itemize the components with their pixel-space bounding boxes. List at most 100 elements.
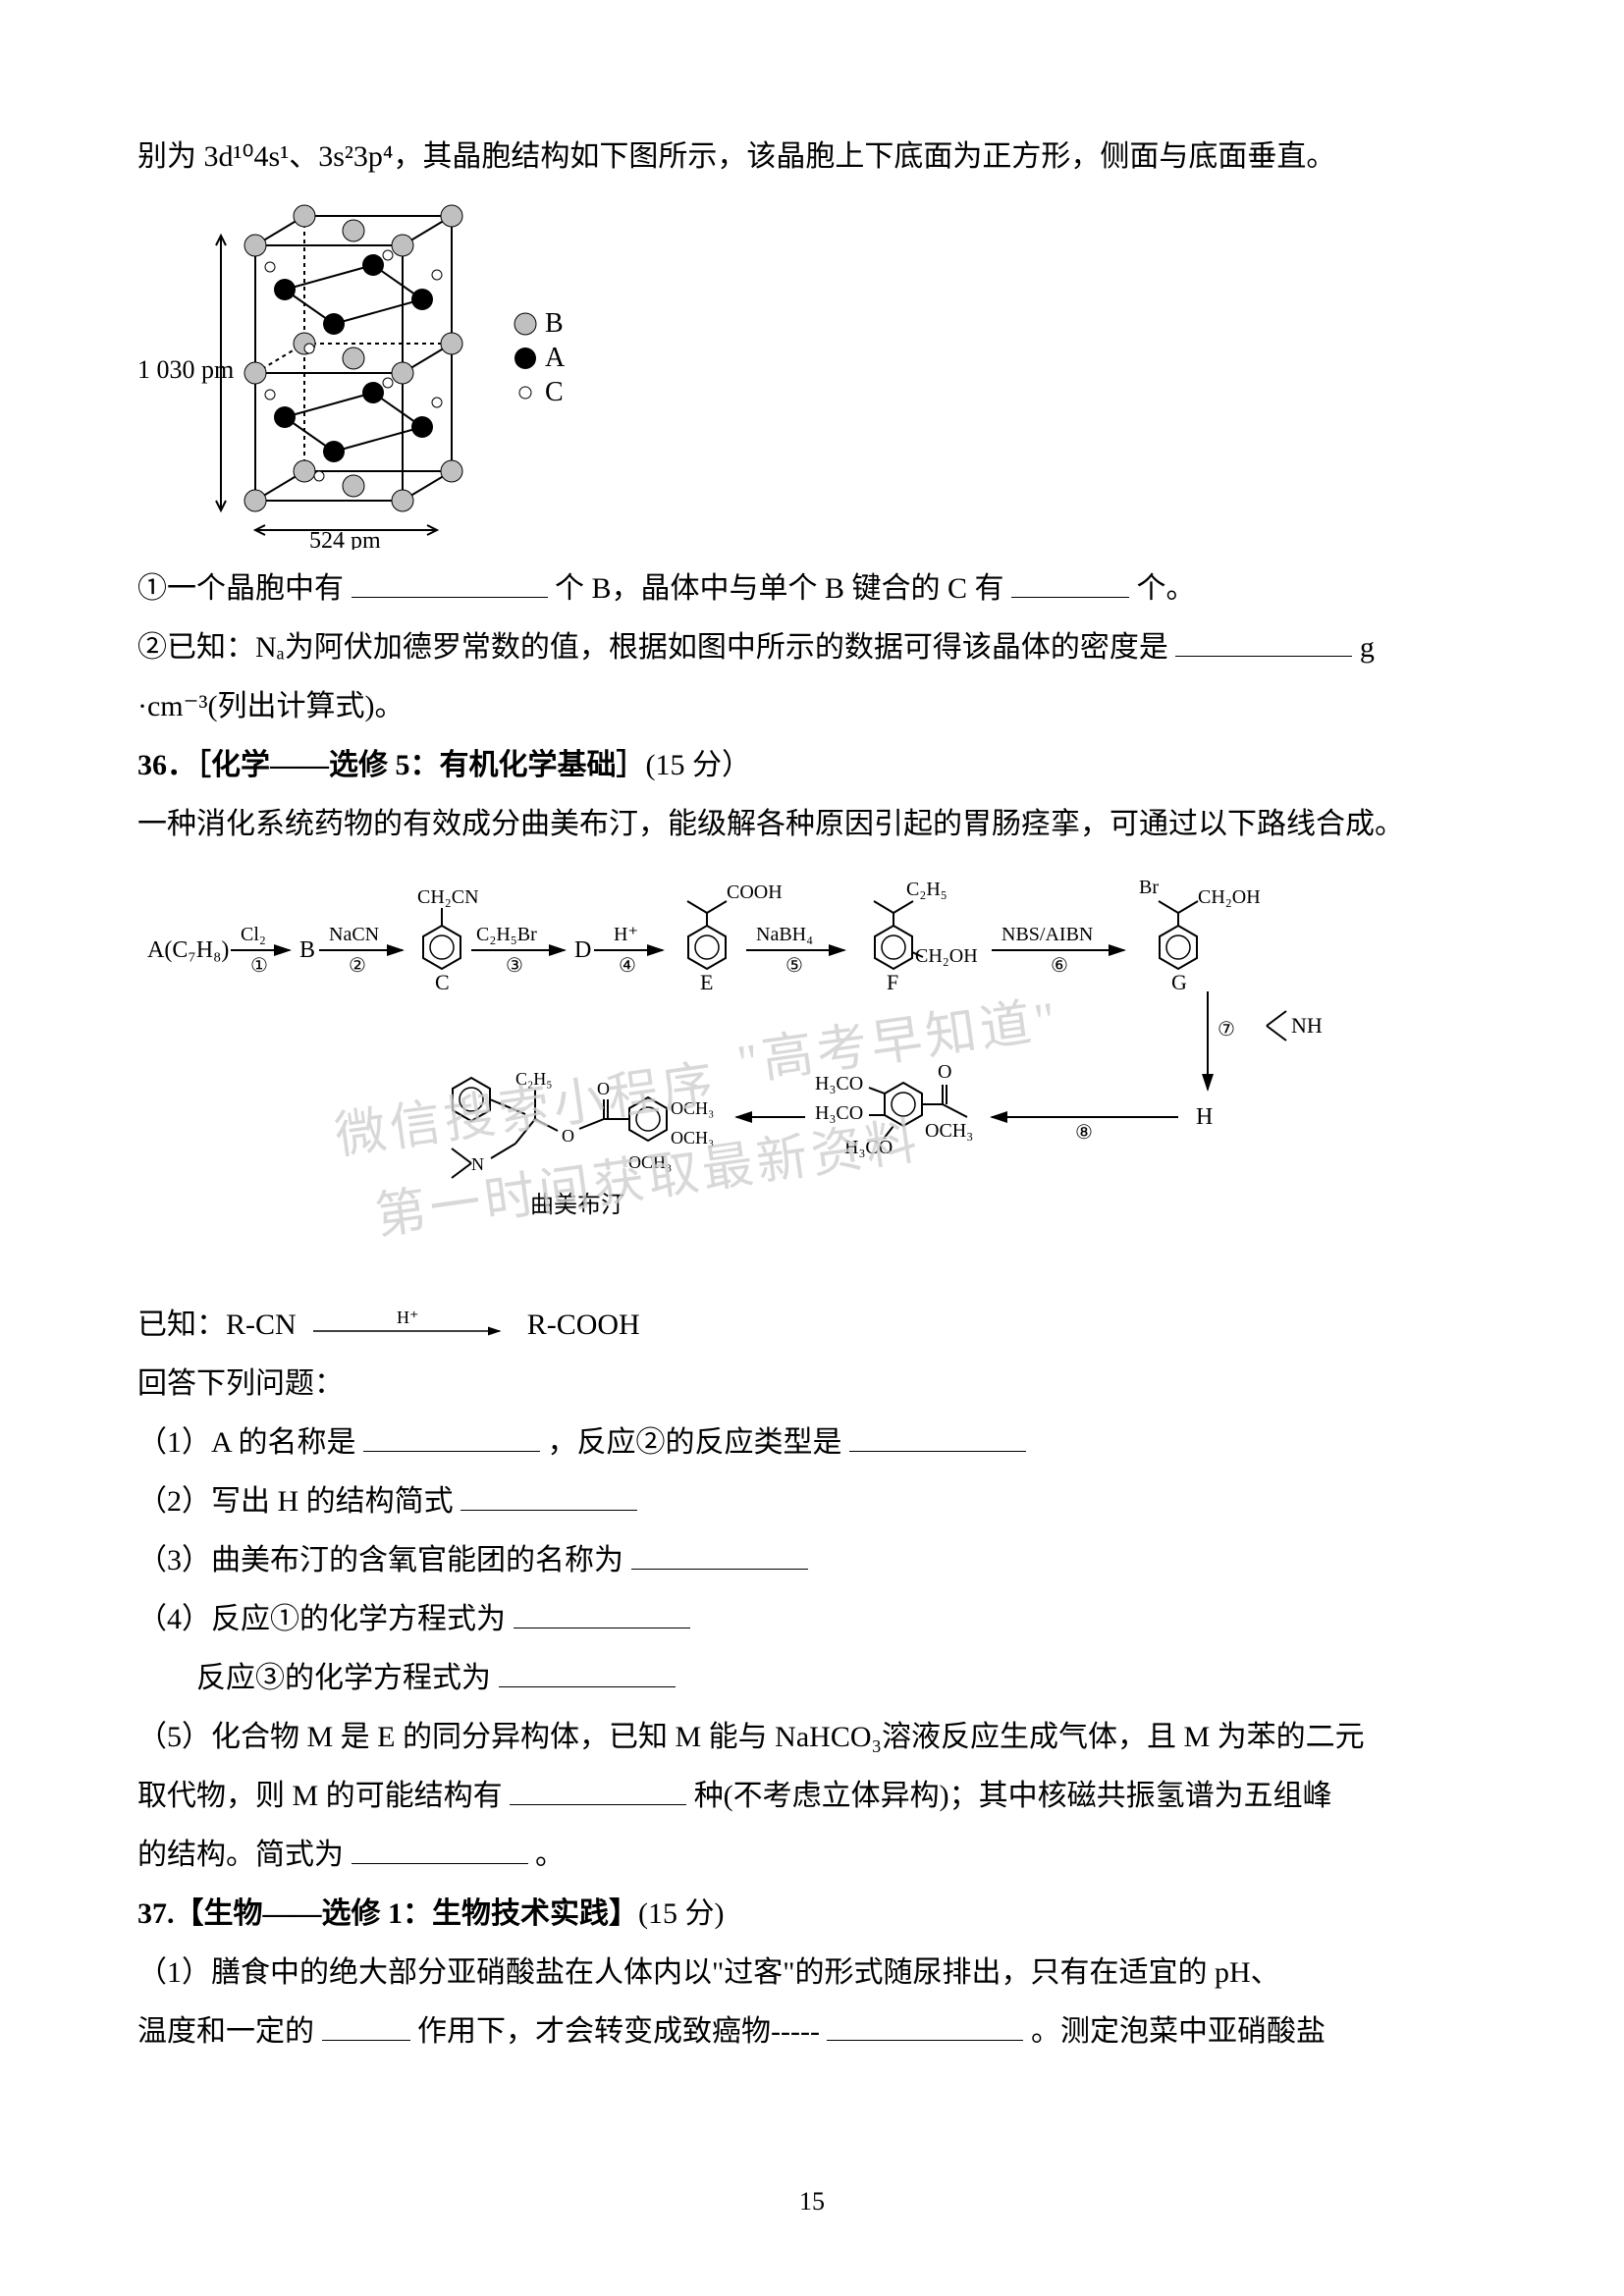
blank [631,1540,808,1570]
blank [827,2011,1023,2041]
node-COOH: COOH [727,881,783,903]
node-F-label: F [887,970,898,994]
blank [460,1481,637,1511]
legend-C-label: C [545,377,564,407]
e6-bot: ⑥ [1051,955,1068,977]
node-H3CO-c: H₃CO [844,1137,893,1158]
q37-1b: 温度和一定的 作用下，才会转变成致癌物----- 。测定泡菜中亚硝酸盐 [137,2002,1487,2061]
sub4b: 反应③的化学方程式为 [137,1649,1487,1708]
e1-top: Cl₂ [241,924,266,945]
e3-bot: ③ [506,955,523,977]
sub3-text: （3）曲美布汀的含氧官能团的名称为 [137,1544,623,1576]
node-CH2OH-G: CH₂OH [1198,886,1261,908]
product-name: 曲美布汀 [530,1192,624,1218]
blank [1011,568,1129,598]
q37-heading: 37.【生物——选修 1：生物技术实践】(15 分) [137,1885,1487,1944]
node-B: B [299,937,315,963]
blank [322,2011,410,2041]
node-E-label: E [700,970,713,994]
e6-top: NBS/AIBN [1001,924,1093,945]
top-continuation-line: 别为 3d¹⁰4s¹、3s²3p⁴，其晶胞结构如下图所示，该晶胞上下底面为正方形… [137,128,1487,187]
crystal-legend: B A C [514,308,566,407]
q2-a: ②已知：Nₐ为阿伏加德罗常数的值，根据如图中所示的数据可得该晶体的密度是 [137,631,1168,664]
node-CH2OH-F: CH₂OH [915,945,978,967]
node-H3CO-b: H₃CO [815,1102,863,1124]
e5-bot: ⑤ [785,955,803,977]
e4-bot: ④ [619,955,636,977]
node-Br: Br [1139,877,1159,898]
reaction-svg: A(C₇H₈) Cl₂ ① B NaCN ② CH₂CN C C₂H₅Br ③ … [137,864,1414,1286]
rcn-label: H⁺ [397,1308,419,1327]
node-CH2CN: CH₂CN [417,886,479,908]
q1-a: ①一个晶胞中有 [137,572,344,605]
sub5b: 取代物，则 M 的可能结构有 种(不考虑立体异构)；其中核磁共振氢谱为五组峰 [137,1767,1487,1826]
node-C-label: C [435,970,450,994]
node-H-label: H [1196,1104,1213,1130]
rcn-arrow: H⁺ [303,1308,519,1347]
sub4a-text: （4）反应①的化学方程式为 [137,1603,506,1635]
node-G-label: G [1171,970,1187,994]
node-C2H5-F: C₂H₅ [906,879,947,900]
e4-top: H⁺ [614,924,638,945]
q37-1b-c: 。测定泡菜中亚硝酸盐 [1031,2015,1326,2048]
sub5c-a: 的结构。简式为 [137,1839,344,1871]
sub1: （1）A 的名称是 ，反应②的反应类型是 [137,1414,1487,1472]
rcn-line: 已知：R-CN H⁺ R-COOH [137,1296,1487,1355]
e2-top: NaCN [329,924,379,945]
q2-line-b: ·cm⁻³(列出计算式)。 [137,677,1487,736]
exam-page: 别为 3d¹⁰4s¹、3s²3p⁴，其晶胞结构如下图所示，该晶胞上下底面为正方形… [0,0,1624,2296]
crystal-diagram: 1 030 pm 524 pm [137,196,648,550]
sub5b-b: 种(不考虑立体异构)；其中核磁共振氢谱为五组峰 [694,1780,1332,1812]
sub4a: （4）反应①的化学方程式为 [137,1590,1487,1649]
q37-heading-b: (15 分) [638,1897,724,1930]
sub5b-a: 取代物，则 M 的可能结构有 [137,1780,503,1812]
e8-bot: ⑧ [1075,1122,1093,1144]
node-O3: O [562,1126,574,1146]
blank [499,1658,676,1687]
q37-1a: （1）膳食中的绝大部分亚硝酸盐在人体内以"过客"的形式随尿排出，只有在适宜的 p… [137,1944,1487,2002]
node-H3CO-a: H₃CO [815,1073,863,1095]
dim-width: 524 pm [255,525,437,550]
sub1-a: （1）A 的名称是 [137,1426,356,1459]
atoms-B [244,205,462,511]
node-C2H5-p: C₂H₅ [515,1069,553,1089]
q1-b: 个 B，晶体中与单个 B 键合的 C 有 [555,572,1004,605]
blank [1175,627,1352,657]
rcn-b: R-COOH [527,1308,640,1341]
node-OCH3-acid: OCH₃ [925,1120,973,1142]
sub5c-b: 。 [535,1839,565,1871]
q37-1b-a: 温度和一定的 [137,2015,314,2048]
height-label: 1 030 pm [137,355,234,384]
node-O2: O [597,1079,610,1098]
sub5a: （5）化合物 M 是 E 的同分异构体，已知 M 能与 NaHCO₃溶液反应生成… [137,1708,1487,1767]
legend-B-label: B [545,308,564,339]
reaction-scheme: A(C₇H₈) Cl₂ ① B NaCN ② CH₂CN C C₂H₅Br ③ … [137,864,1414,1286]
sub2: （2）写出 H 的结构简式 [137,1472,1487,1531]
node-D: D [574,937,591,963]
blank [514,1599,690,1629]
node-NH: NH [1291,1013,1323,1038]
q1-line: ①一个晶胞中有 个 B，晶体中与单个 B 键合的 C 有 个。 [137,560,1487,618]
q2-b: g [1360,631,1375,664]
blank [510,1776,686,1805]
answer-prompt: 回答下列问题： [137,1355,1487,1414]
sub5c: 的结构。简式为 。 [137,1826,1487,1885]
node-O: O [938,1061,951,1083]
blank [352,568,548,598]
blank [849,1422,1026,1452]
q36-heading-a: 36．［化学——选修 5：有机化学基础］ [137,749,646,781]
page-number: 15 [0,2176,1624,2227]
node-OCH3-p3: OCH₃ [628,1152,672,1172]
legend-A-label: A [545,343,566,373]
node-N: N [471,1154,484,1174]
q36-intro: 一种消化系统药物的有效成分曲美布汀，能级解各种原因引起的胃肠痉挛，可通过以下路线… [137,795,1487,854]
e1-bot: ① [250,955,268,977]
q2-line-a: ②已知：Nₐ为阿伏加德罗常数的值，根据如图中所示的数据可得该晶体的密度是 g [137,618,1487,677]
e2-bot: ② [349,955,366,977]
q37-1b-b: 作用下，才会转变成致癌物----- [417,2015,820,2048]
sub4b-text: 反应③的化学方程式为 [196,1662,491,1694]
e7-bot: ⑦ [1218,1019,1235,1041]
blank [352,1835,528,1864]
node-A: A(C₇H₈) [147,937,229,963]
sub3: （3）曲美布汀的含氧官能团的名称为 [137,1531,1487,1590]
